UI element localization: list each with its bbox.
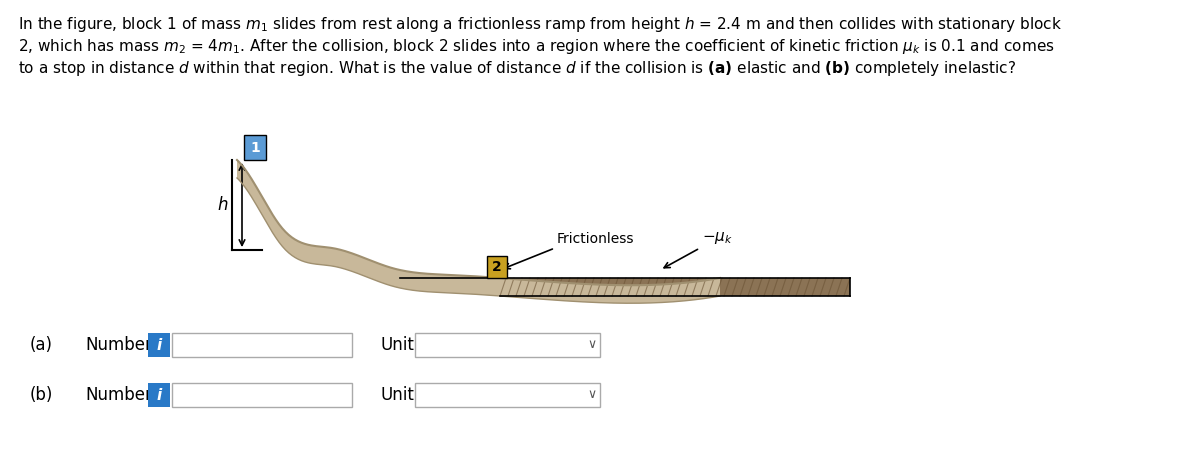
Text: (a): (a) — [30, 336, 53, 354]
Text: 1: 1 — [250, 141, 260, 154]
Text: $-\mu_k$: $-\mu_k$ — [702, 230, 733, 246]
Bar — [500, 278, 850, 296]
Bar — [244, 135, 266, 160]
Bar — [415, 333, 600, 357]
Text: to a stop in distance $d$ within that region. What is the value of distance $d$ : to a stop in distance $d$ within that re… — [18, 59, 1017, 78]
Bar — [415, 383, 600, 407]
Text: i: i — [157, 338, 161, 352]
Bar — [148, 383, 170, 407]
Text: ∨: ∨ — [587, 339, 597, 352]
Text: Unit: Unit — [380, 386, 414, 404]
Text: 2, which has mass $m_2$ = 4$m_1$. After the collision, block 2 slides into a reg: 2, which has mass $m_2$ = 4$m_1$. After … — [18, 37, 1055, 56]
Text: (b): (b) — [30, 386, 54, 404]
Text: In the figure, block 1 of mass $m_1$ slides from rest along a frictionless ramp : In the figure, block 1 of mass $m_1$ sli… — [18, 15, 1062, 34]
Text: Unit: Unit — [380, 336, 414, 354]
Text: i: i — [157, 388, 161, 402]
Text: 2: 2 — [492, 260, 502, 274]
Text: $h$: $h$ — [216, 196, 228, 214]
Bar — [172, 333, 352, 357]
Text: Frictionless: Frictionless — [557, 232, 635, 246]
Bar — [148, 333, 170, 357]
Text: Number: Number — [85, 336, 152, 354]
Text: ∨: ∨ — [587, 389, 597, 401]
Text: Number: Number — [85, 386, 152, 404]
Bar — [487, 256, 507, 278]
Polygon shape — [237, 160, 720, 303]
Bar — [172, 383, 352, 407]
